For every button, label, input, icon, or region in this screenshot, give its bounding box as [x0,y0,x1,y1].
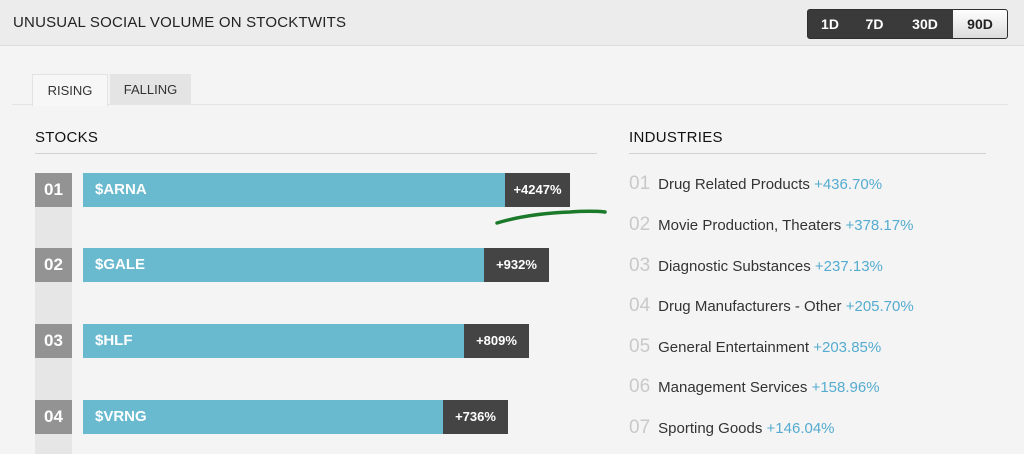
tabs-divider [12,104,1008,105]
industry-item[interactable]: 04 Drug Manufacturers - Other +205.70% [629,295,914,317]
industry-name: General Entertainment [658,339,810,356]
industry-item[interactable]: 06 Management Services +158.96% [629,376,880,398]
stock-symbol: $GALE [95,256,146,273]
stock-change-badge: +932% [484,248,549,282]
industry-change: +436.70% [814,176,883,193]
industry-rank: 06 [629,376,651,397]
widget-title: UNUSUAL SOCIAL VOLUME ON STOCKTWITS [13,14,347,31]
industry-item[interactable]: 01 Drug Related Products +436.70% [629,173,882,195]
industry-item[interactable]: 03 Diagnostic Substances +237.13% [629,255,883,277]
stock-bar-gale[interactable]: $GALE +932% [83,248,549,282]
industry-change: +205.70% [845,298,914,315]
stock-rank-02: 02 [35,248,72,282]
stock-rank-01: 01 [35,173,72,207]
industry-name: Drug Manufacturers - Other [658,298,842,315]
industry-rank: 03 [629,255,651,276]
range-button-30d[interactable]: 30D [912,16,938,32]
industry-item[interactable]: 05 General Entertainment +203.85% [629,336,881,358]
stock-symbol: $HLF [95,332,133,349]
industry-rank: 04 [629,295,651,316]
stock-change-badge: +4247% [505,173,570,207]
industry-item[interactable]: 07 Sporting Goods +146.04% [629,417,835,439]
stock-symbol: $VRNG [95,408,147,425]
industry-name: Management Services [658,379,808,396]
stock-change-badge: +809% [464,324,529,358]
industry-item[interactable]: 02 Movie Production, Theaters +378.17% [629,214,913,236]
industry-rank: 01 [629,173,651,194]
range-button-7d[interactable]: 7D [865,16,884,32]
tab-rising[interactable]: RISING [32,74,108,106]
stocks-heading: STOCKS [35,129,99,146]
industry-name: Movie Production, Theaters [658,217,842,234]
industry-name: Drug Related Products [658,176,810,193]
industry-change: +158.96% [811,379,880,396]
industry-change: +378.17% [845,217,914,234]
stock-change-badge: +736% [443,400,508,434]
industry-name: Diagnostic Substances [658,258,811,275]
industry-change: +146.04% [766,420,835,437]
stock-bar-arna[interactable]: $ARNA +4247% [83,173,570,207]
industry-rank: 05 [629,336,651,357]
range-selector: 1D 7D 30D 90D [807,9,1008,39]
stock-symbol: $ARNA [95,181,147,198]
industry-change: +203.85% [813,339,882,356]
industry-name: Sporting Goods [658,420,763,437]
tab-falling[interactable]: FALLING [110,74,191,105]
range-button-90d[interactable]: 90D [953,10,1007,38]
stock-rank-03: 03 [35,324,72,358]
industry-rank: 02 [629,214,651,235]
industry-change: +237.13% [814,258,883,275]
widget-header: UNUSUAL SOCIAL VOLUME ON STOCKTWITS 1D 7… [0,0,1024,46]
stock-bar-vrng[interactable]: $VRNG +736% [83,400,508,434]
stock-bar-hlf[interactable]: $HLF +809% [83,324,529,358]
industries-heading: INDUSTRIES [629,129,723,146]
industry-rank: 07 [629,417,651,438]
stocks-divider [35,153,597,154]
industries-divider [629,153,986,154]
stock-rank-04: 04 [35,400,72,434]
range-button-1d[interactable]: 1D [821,16,839,32]
